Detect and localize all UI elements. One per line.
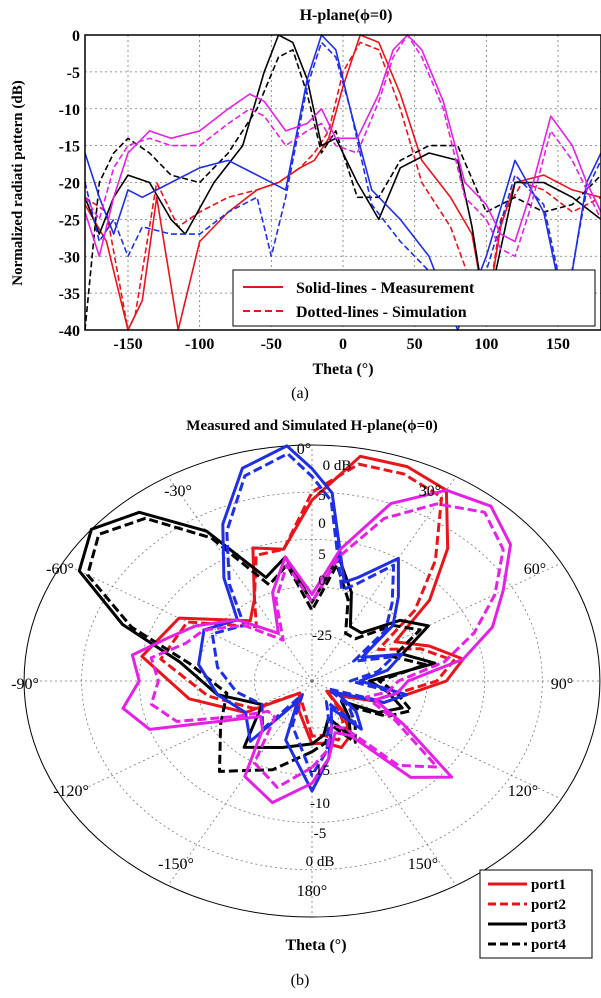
polar-r-label-upper: 0 [318, 573, 326, 589]
polar-series-6 [121, 488, 512, 805]
polar-series-7 [149, 502, 505, 789]
series-line-3 [84, 48, 601, 331]
cartesian-chart: H-plane(ϕ=0) -150 -100 -50 0 50 100 1500-5-10-… [10, 7, 601, 402]
polar-chart: Measured and Simulated H-plane(ϕ=0) 0° 30… [11, 418, 601, 989]
chart-a-ylabel: Normalized radiati pattern (dB) [10, 80, 26, 285]
polar-angle-label: 150° [408, 856, 438, 873]
chart-a-frame [84, 34, 601, 331]
polar-r-label-lower: 0 dB [306, 854, 335, 870]
series-line-6 [84, 34, 601, 258]
chart-b-legend: port1 port2 port3 port4 [479, 869, 593, 959]
legend-label-port1: port1 [531, 877, 566, 893]
polar-r-label-lower: -15 [310, 763, 330, 779]
polar-r-label-upper: 5 [318, 488, 326, 504]
chart-a-xlabel: Theta (°) [312, 361, 373, 378]
y-tick-label: -40 [59, 323, 80, 340]
polar-angle-label: -150° [158, 856, 194, 873]
y-tick-label: -15 [59, 139, 80, 156]
polar-grid-ring [138, 539, 486, 824]
polar-r-label-upper: 0 [318, 516, 326, 532]
polar-angle-label: -90° [11, 676, 39, 693]
series-line-0 [84, 34, 601, 331]
caption-b: (b) [291, 972, 310, 989]
y-tick-label: -10 [59, 102, 80, 119]
x-tick-label: 150 [546, 336, 570, 353]
polar-angle-label: 30° [419, 483, 441, 500]
polar-r-label-lower: -5 [314, 826, 327, 842]
chart-a-legend: Solid-lines - Measurement Dotted-lines -… [232, 269, 596, 327]
y-tick-label: -5 [67, 65, 80, 82]
polar-spoke [167, 476, 313, 682]
y-tick-label: -35 [59, 286, 80, 303]
legend-label-port4: port4 [531, 937, 566, 953]
polar-zero-db-label: 0 dB [323, 458, 352, 474]
chart-b-xlabel: Theta (°) [285, 937, 346, 954]
series-line-4 [84, 34, 601, 331]
polar-spoke [311, 680, 562, 800]
polar-labels: 0° 30° 60° 90° 120° 150° 180° -150° -120° -90° -60… [11, 441, 573, 900]
polar-angle-label: 120° [508, 783, 538, 800]
polar-spoke [311, 680, 457, 886]
chart-b-title: Measured and Simulated H-plane(ϕ=0) [186, 418, 437, 434]
polar-angle-label: 60° [524, 561, 546, 578]
series-line-1 [84, 41, 601, 331]
legend-solid-label: Solid-lines - Measurement [296, 280, 475, 297]
polar-series-3 [86, 516, 427, 773]
polar-angle-label: -120° [53, 783, 89, 800]
polar-angle-label: 0° [297, 441, 311, 458]
legend-label-port2: port2 [531, 897, 566, 913]
x-tick-label: 0 [339, 336, 347, 353]
legend-dashed-label: Dotted-lines - Simulation [296, 304, 467, 321]
polar-angle-label: 180° [297, 883, 327, 900]
x-tick-label: -100 [185, 336, 214, 353]
x-tick-label: -150 [113, 336, 142, 353]
x-tick-label: 100 [474, 336, 498, 353]
polar-angle-label: -30° [164, 483, 192, 500]
chart-a-ticks: -150 -100 -50 0 50 100 150 0 -5 -10 -15 -20 -25 -30 -3… [59, 28, 570, 353]
polar-angle-label: 90° [551, 676, 573, 693]
caption-a: (a) [291, 385, 309, 402]
y-tick-label: -25 [59, 212, 80, 229]
x-tick-label: -50 [261, 336, 282, 353]
polar-angle-label: -60° [46, 561, 74, 578]
y-tick-label: 0 [72, 28, 80, 45]
y-tick-label: -30 [59, 249, 80, 266]
series-line-7 [84, 34, 601, 258]
chart-b-legend-items: port1 port2 port3 port4 [488, 877, 566, 953]
chart-a-title: H-plane(ϕ=0) [300, 7, 393, 24]
polar-spoke [62, 680, 313, 800]
polar-spoke [62, 562, 313, 682]
polar-series [77, 444, 512, 805]
x-tick-label: 50 [407, 336, 423, 353]
polar-r-label-lower: -10 [310, 796, 330, 812]
polar-spoke [167, 680, 313, 886]
polar-grid [23, 444, 601, 918]
legend-label-port3: port3 [531, 917, 566, 933]
polar-series-1 [159, 462, 456, 742]
polar-spoke [311, 476, 457, 682]
polar-series-4 [197, 444, 408, 793]
polar-r-label-upper: 5 [318, 547, 326, 563]
polar-series-5 [210, 452, 399, 777]
chart-a-legend-box [232, 269, 596, 327]
y-tick-label: -20 [59, 176, 80, 193]
polar-r-label-upper: -25 [312, 628, 332, 644]
